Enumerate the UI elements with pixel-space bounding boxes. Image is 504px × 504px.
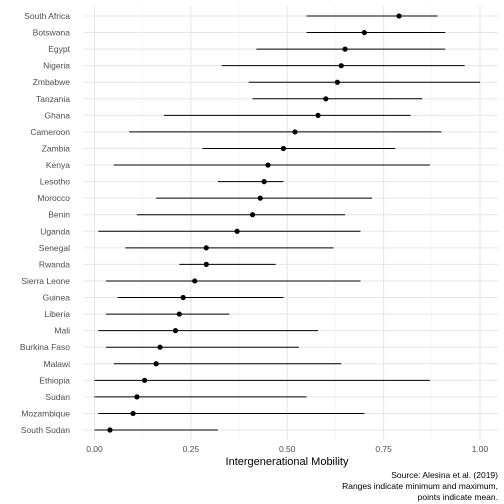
mean-point xyxy=(257,195,263,201)
mean-point xyxy=(334,79,340,85)
y-tick-label: Senegal xyxy=(39,243,70,253)
y-tick-label: Ghana xyxy=(44,110,70,120)
mean-point xyxy=(134,394,140,400)
mean-point xyxy=(280,145,286,152)
caption-source: Source: Alesina et al. (2019) xyxy=(391,470,498,480)
mean-point xyxy=(180,294,186,301)
mean-points xyxy=(107,13,402,433)
y-tick-label: South Africa xyxy=(24,11,70,21)
y-tick-label: Tanzania xyxy=(36,94,70,104)
y-tick-label: Egypt xyxy=(48,44,70,54)
y-tick-label: Guinea xyxy=(43,293,71,303)
y-tick-label: Morocco xyxy=(37,193,70,203)
y-tick-label: Mozambique xyxy=(21,408,70,418)
mean-point xyxy=(338,63,344,69)
mean-point xyxy=(192,278,198,284)
mean-point xyxy=(107,427,113,433)
x-tick-label: 0.50 xyxy=(279,444,296,454)
y-tick-label: Zmbabwe xyxy=(33,77,71,87)
y-tick-label: Nigeria xyxy=(43,61,70,71)
minor-gridlines xyxy=(142,6,433,440)
y-tick-label: Malawi xyxy=(44,359,71,369)
x-tick-label: 0.00 xyxy=(86,444,103,454)
y-tick-label: Liberia xyxy=(44,309,70,319)
mean-point xyxy=(130,410,136,417)
y-tick-label: Benin xyxy=(48,210,70,220)
y-tick-label: Kenya xyxy=(46,160,70,170)
mean-point xyxy=(142,377,148,383)
y-tick-label: Botswana xyxy=(33,28,71,38)
y-tick-label: Lesotho xyxy=(40,177,71,187)
mean-point xyxy=(234,228,240,234)
range-lines xyxy=(94,15,480,431)
y-tick-label: Rwanda xyxy=(39,259,70,269)
y-tick-label: South Sudan xyxy=(21,425,70,435)
y-tick-label: Uganda xyxy=(40,226,70,236)
y-axis-labels: South Africa Botswana Egypt Nigeria Zmbabwe T… xyxy=(20,11,71,435)
mean-point xyxy=(203,261,209,267)
mean-point xyxy=(292,129,298,135)
x-axis-title: Intergenerational Mobility xyxy=(226,456,349,468)
mean-point xyxy=(342,46,348,52)
mean-point xyxy=(315,112,321,118)
mean-point xyxy=(323,96,329,102)
y-tick-label: Sudan xyxy=(45,392,70,402)
y-tick-label: Zambia xyxy=(42,143,71,153)
mean-point xyxy=(261,179,267,185)
x-tick-label: 0.75 xyxy=(375,444,392,454)
y-tick-label: Ethiopia xyxy=(39,375,70,385)
x-tick-label: 1.00 xyxy=(472,444,489,454)
x-tick-label: 0.25 xyxy=(183,444,200,454)
caption-points: points indicate mean. xyxy=(418,492,498,502)
mean-point xyxy=(157,344,163,350)
mean-point xyxy=(396,13,402,19)
y-tick-label: Cameroon xyxy=(30,127,70,137)
y-tick-label: Mali xyxy=(54,326,70,336)
mean-point xyxy=(172,328,179,334)
mean-point xyxy=(265,162,271,168)
mean-point xyxy=(153,361,159,367)
x-axis-labels: 0.00 0.25 0.50 0.75 1.00 xyxy=(86,444,488,454)
y-tick-label: Sierra Leone xyxy=(21,276,70,286)
caption-ranges: Ranges indicate minimum and maximum, xyxy=(342,481,498,491)
mean-point xyxy=(176,311,182,317)
mean-point xyxy=(203,245,209,251)
mean-point xyxy=(361,29,367,36)
mean-point xyxy=(249,212,256,218)
y-tick-label: Burkina Faso xyxy=(20,342,70,352)
